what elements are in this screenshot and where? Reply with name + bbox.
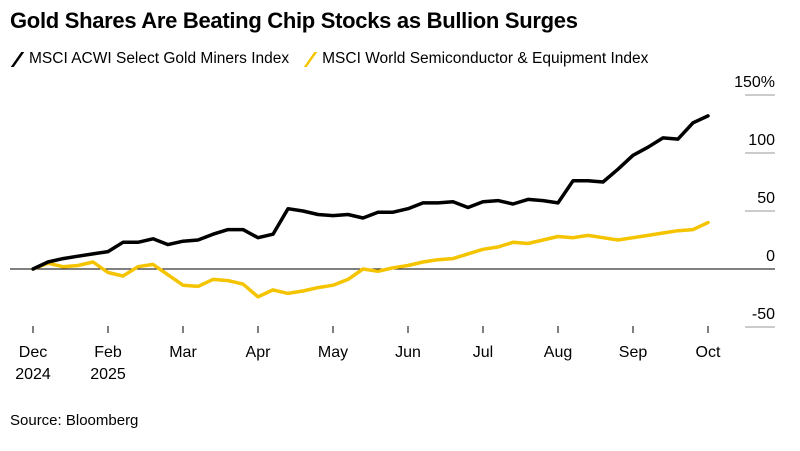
x-tick-label: Sep — [618, 344, 648, 361]
x-tick-label: May — [317, 344, 349, 361]
series-line — [31, 114, 710, 271]
legend: MSCI ACWI Select Gold Miners Index MSCI W… — [10, 50, 648, 68]
x-tick-label: Apr — [245, 344, 271, 361]
legend-item: MSCI ACWI Select Gold Miners Index — [10, 50, 289, 68]
series-line — [31, 220, 710, 299]
legend-label: MSCI World Semiconductor & Equipment Ind… — [322, 50, 649, 67]
y-tick-label: 100 — [748, 132, 775, 149]
y-tick-label: -50 — [752, 306, 775, 323]
x-tick-label: Mar — [169, 344, 197, 361]
chart-title: Gold Shares Are Beating Chip Stocks as B… — [10, 8, 578, 33]
x-tick-label: Jun — [395, 344, 421, 361]
x-tick-label: Dec 2024 — [15, 344, 51, 383]
x-tick-label: Oct — [695, 344, 721, 361]
y-tick-label: 150% — [734, 74, 775, 91]
legend-label: MSCI ACWI Select Gold Miners Index — [29, 50, 290, 67]
x-tick-label: Feb 2025 — [90, 344, 126, 383]
legend-item: MSCI World Semiconductor & Equipment Ind… — [303, 50, 648, 68]
x-tick-label: Jul — [472, 344, 494, 361]
x-tick-label: Aug — [543, 344, 573, 361]
source: Source: Bloomberg — [10, 412, 139, 429]
y-tick-label: 50 — [757, 190, 775, 207]
y-tick-label: 0 — [766, 248, 775, 265]
